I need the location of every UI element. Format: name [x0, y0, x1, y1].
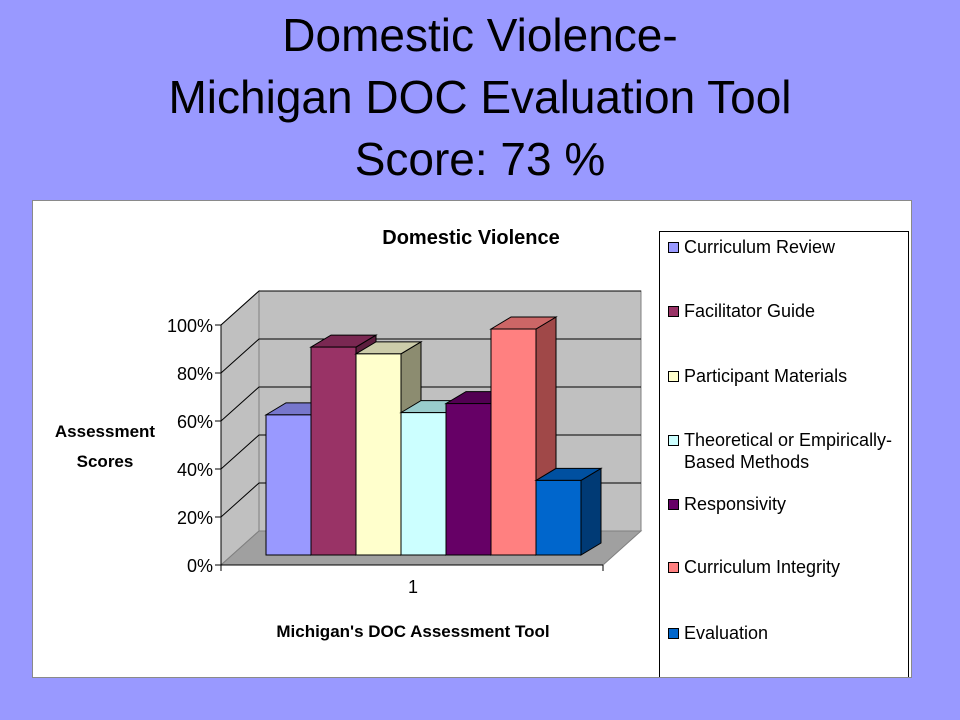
- bar: [265, 414, 312, 556]
- y-tick-label: 80%: [177, 364, 213, 384]
- legend-swatch: [668, 371, 679, 382]
- y-axis-title-line-2: Scores: [77, 452, 134, 471]
- legend-item: Facilitator Guide: [668, 300, 904, 322]
- legend-swatch: [668, 435, 679, 446]
- bar: [310, 346, 357, 556]
- legend-item: Curriculum Review: [668, 236, 904, 258]
- legend-swatch: [668, 628, 679, 639]
- legend-item: Curriculum Integrity: [668, 556, 904, 578]
- legend-swatch: [668, 562, 679, 573]
- legend-label: Participant Materials: [684, 366, 848, 386]
- chart-svg: Domestic Violence Assessment Scores Mich…: [55, 227, 643, 641]
- chart-title: Domestic Violence: [382, 227, 559, 249]
- y-tick-label: 40%: [177, 460, 213, 480]
- x-axis-title: Michigan's DOC Assessment Tool: [276, 622, 549, 641]
- y-tick-label: 60%: [177, 412, 213, 432]
- slide-title: Domestic Violence- Michigan DOC Evaluati…: [0, 4, 960, 190]
- legend-item: Participant Materials: [668, 365, 904, 387]
- x-tick-label: 1: [408, 577, 418, 597]
- chart-legend: Curriculum Review Facilitator Guide Partic…: [659, 231, 909, 677]
- legend-label: Facilitator Guide: [684, 301, 816, 321]
- legend-swatch: [668, 306, 679, 317]
- y-tick-label: 0%: [187, 556, 213, 576]
- bar: [400, 412, 447, 556]
- chart-panel: Domestic Violence Assessment Scores Mich…: [32, 200, 912, 678]
- legend-label: Theoretical or Empirically-: [684, 430, 893, 450]
- bar-side: [580, 467, 602, 556]
- side-wall: [220, 289, 260, 567]
- legend-label: Curriculum Review: [684, 237, 836, 257]
- legend-label: Responsivity: [684, 494, 787, 514]
- plot-area: 0% 20% 40% 60% 80% 100% 1: [167, 289, 643, 597]
- legend-label: Evaluation: [684, 623, 769, 643]
- legend-item: Theoretical or Empirically- Based Methods: [668, 429, 904, 473]
- bar: [535, 479, 582, 556]
- y-tick-label: 20%: [177, 508, 213, 528]
- legend-item: Evaluation: [668, 622, 904, 644]
- legend-label: Curriculum Integrity: [684, 557, 841, 577]
- gridline: [220, 290, 641, 326]
- legend-swatch: [668, 242, 679, 253]
- title-line-2: Michigan DOC Evaluation Tool: [168, 71, 792, 123]
- legend-label: Based Methods: [684, 452, 810, 472]
- bar: [355, 353, 402, 556]
- title-line-3: Score: 73 %: [354, 133, 606, 185]
- legend-item: Responsivity: [668, 493, 904, 515]
- title-line-1: Domestic Violence-: [282, 9, 678, 61]
- legend-swatch: [668, 499, 679, 510]
- bar: [490, 328, 537, 556]
- bar: [445, 403, 492, 556]
- y-tick-label: 100%: [167, 316, 213, 336]
- y-axis-title-line-1: Assessment: [55, 422, 156, 441]
